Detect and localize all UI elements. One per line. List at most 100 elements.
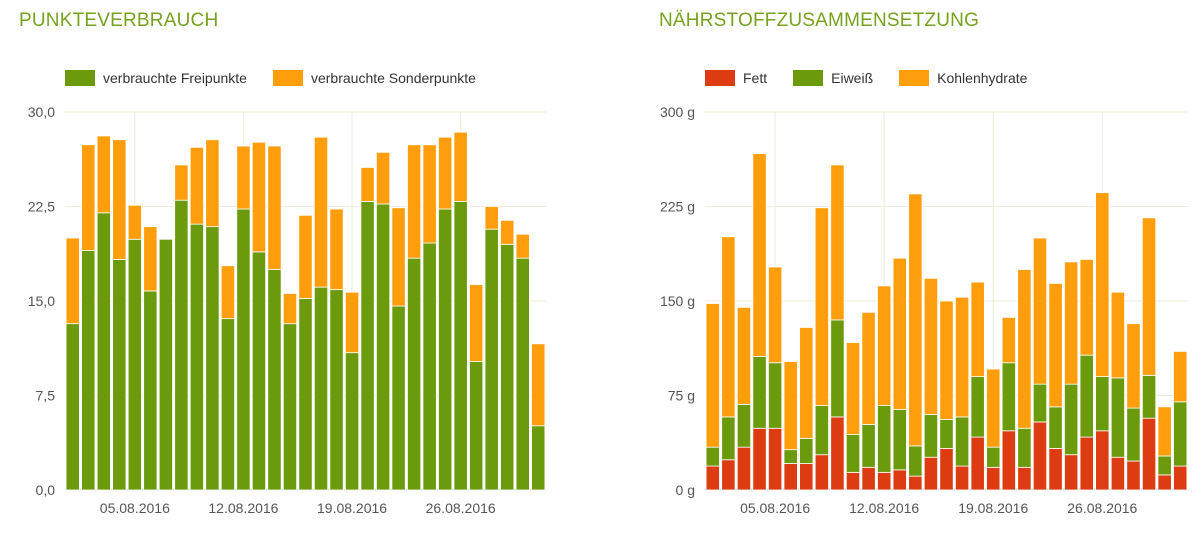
bar-segment-1[interactable]: [908, 475, 923, 491]
bar-segment-1[interactable]: [1095, 430, 1110, 491]
bar-segment-1[interactable]: [205, 226, 220, 491]
bar-segment-2[interactable]: [1126, 407, 1141, 462]
bar-segment-1[interactable]: [344, 352, 360, 491]
bar-segment-2[interactable]: [986, 446, 1001, 468]
bar-segment-1[interactable]: [500, 243, 515, 491]
bar-segment-2[interactable]: [407, 144, 422, 259]
bar-segment-3[interactable]: [877, 285, 892, 406]
bar-segment-1[interactable]: [1141, 417, 1157, 491]
bar-segment-2[interactable]: [1017, 427, 1032, 468]
bar-segment-1[interactable]: [721, 459, 736, 491]
bar-segment-2[interactable]: [81, 144, 96, 251]
bar-segment-3[interactable]: [1032, 237, 1048, 385]
bar-segment-2[interactable]: [453, 131, 468, 202]
bar-segment-2[interactable]: [799, 437, 814, 464]
bar-segment-2[interactable]: [892, 408, 907, 471]
bar-segment-2[interactable]: [251, 141, 267, 253]
bar-segment-3[interactable]: [1173, 350, 1188, 403]
bar-segment-1[interactable]: [376, 203, 391, 491]
bar-segment-1[interactable]: [1048, 448, 1063, 491]
bar-segment-1[interactable]: [1079, 436, 1094, 491]
bar-segment-2[interactable]: [360, 167, 375, 202]
bar-segment-3[interactable]: [908, 193, 923, 447]
bar-segment-2[interactable]: [500, 219, 515, 245]
legend-item-special-points[interactable]: verbrauchte Sonderpunkte: [272, 70, 476, 86]
bar-segment-1[interactable]: [174, 199, 189, 491]
bar-segment-2[interactable]: [376, 151, 391, 205]
bar-segment-3[interactable]: [845, 342, 861, 435]
bar-segment-1[interactable]: [391, 305, 406, 491]
bar-segment-3[interactable]: [1001, 316, 1016, 364]
bar-segment-2[interactable]: [1079, 354, 1094, 438]
bar-segment-1[interactable]: [861, 466, 876, 491]
bar-segment-1[interactable]: [705, 465, 720, 491]
bar-segment-1[interactable]: [329, 289, 344, 491]
bar-segment-2[interactable]: [1032, 383, 1048, 423]
bar-segment-1[interactable]: [1001, 430, 1016, 491]
bar-segment-1[interactable]: [453, 201, 468, 491]
bar-segment-3[interactable]: [1126, 323, 1141, 409]
bar-segment-2[interactable]: [830, 319, 845, 418]
bar-segment-3[interactable]: [1017, 269, 1032, 429]
bar-segment-1[interactable]: [768, 427, 783, 491]
bar-segment-1[interactable]: [892, 469, 907, 491]
bar-segment-3[interactable]: [1141, 217, 1157, 376]
bar-segment-3[interactable]: [1110, 291, 1125, 379]
bar-segment-1[interactable]: [752, 427, 767, 491]
bar-segment-2[interactable]: [391, 207, 406, 307]
bar-segment-1[interactable]: [531, 425, 546, 491]
legend-item-protein[interactable]: Eiweiß: [793, 70, 873, 86]
bar-segment-3[interactable]: [799, 327, 814, 439]
bar-segment-2[interactable]: [923, 413, 939, 458]
bar-segment-1[interactable]: [1126, 460, 1141, 491]
bar-segment-1[interactable]: [469, 361, 484, 491]
bar-segment-1[interactable]: [143, 290, 158, 491]
bar-segment-1[interactable]: [1157, 474, 1172, 491]
bar-segment-2[interactable]: [970, 376, 985, 438]
legend-item-fat[interactable]: Fett: [705, 70, 767, 86]
bar-segment-1[interactable]: [845, 471, 861, 491]
bar-segment-2[interactable]: [705, 446, 720, 467]
bar-segment-2[interactable]: [127, 204, 142, 240]
bar-segment-2[interactable]: [189, 146, 204, 225]
bar-segment-1[interactable]: [877, 471, 892, 491]
bar-segment-3[interactable]: [783, 361, 798, 451]
bar-segment-2[interactable]: [752, 356, 767, 429]
bar-segment-2[interactable]: [877, 405, 892, 473]
bar-segment-2[interactable]: [736, 403, 752, 448]
bar-segment-2[interactable]: [344, 291, 360, 354]
bar-segment-1[interactable]: [1064, 454, 1079, 491]
bar-segment-1[interactable]: [282, 323, 298, 491]
bar-segment-1[interactable]: [783, 463, 798, 491]
bar-segment-2[interactable]: [267, 145, 282, 270]
bar-segment-1[interactable]: [220, 318, 235, 491]
bar-segment-1[interactable]: [515, 257, 530, 491]
bar-segment-2[interactable]: [282, 293, 298, 325]
bar-segment-1[interactable]: [970, 436, 985, 491]
bar-segment-1[interactable]: [189, 223, 204, 491]
bar-segment-3[interactable]: [892, 257, 907, 410]
bar-segment-2[interactable]: [1095, 376, 1110, 432]
bar-segment-2[interactable]: [939, 419, 954, 449]
bar-segment-2[interactable]: [1064, 383, 1079, 456]
bar-segment-2[interactable]: [1110, 377, 1125, 458]
bar-segment-1[interactable]: [814, 454, 829, 491]
bar-segment-2[interactable]: [531, 343, 546, 427]
bar-segment-1[interactable]: [298, 298, 313, 491]
bar-segment-3[interactable]: [1048, 282, 1063, 408]
bar-segment-2[interactable]: [484, 206, 499, 230]
bar-segment-2[interactable]: [814, 405, 829, 456]
bar-segment-2[interactable]: [1048, 406, 1063, 449]
bar-segment-1[interactable]: [923, 456, 939, 491]
bar-segment-1[interactable]: [799, 463, 814, 491]
bar-segment-2[interactable]: [1157, 455, 1172, 476]
bar-segment-3[interactable]: [736, 306, 752, 405]
bar-segment-2[interactable]: [298, 214, 313, 299]
bar-segment-1[interactable]: [1110, 456, 1125, 491]
bar-segment-1[interactable]: [251, 251, 267, 491]
bar-segment-1[interactable]: [484, 228, 499, 491]
bar-segment-2[interactable]: [96, 135, 111, 214]
bar-segment-1[interactable]: [267, 269, 282, 491]
bar-segment-3[interactable]: [830, 164, 845, 321]
bar-segment-1[interactable]: [954, 465, 970, 491]
